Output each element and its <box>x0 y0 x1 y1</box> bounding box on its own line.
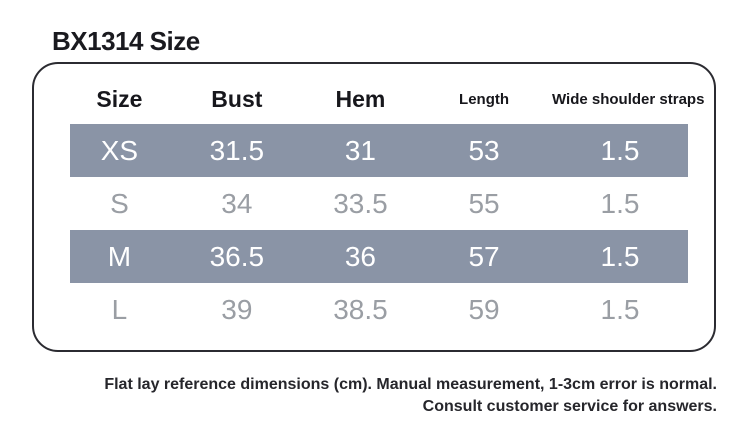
cell-m-strap: 1.5 <box>600 240 640 272</box>
cell-l-strap: 1.5 <box>600 293 640 325</box>
header-cell-hem: Hem <box>335 85 386 112</box>
header-cell-length: Length <box>459 90 510 108</box>
page-title: BX1314 Size <box>52 26 200 56</box>
table-row-xs: XS 31.5 31 53 1.5 <box>70 124 688 177</box>
cell-m-hem: 36 <box>344 240 377 272</box>
cell-xs-bust: 31.5 <box>209 134 265 166</box>
header-cell-size: Size <box>96 85 143 112</box>
cell-m-bust: 36.5 <box>209 240 265 272</box>
cell-l-size: L <box>111 293 128 325</box>
cell-l-bust: 39 <box>221 293 253 325</box>
cell-m-size: M <box>107 240 132 272</box>
cell-s-hem: 33.5 <box>333 187 388 219</box>
cell-xs-size: XS <box>100 134 139 166</box>
cell-s-bust: 34 <box>221 187 253 219</box>
footnote-line-1: Flat lay reference dimensions (cm). Manu… <box>104 376 717 393</box>
cell-s-strap: 1.5 <box>600 187 640 219</box>
cell-s-length: 55 <box>468 187 500 219</box>
table-row-l: L 39 38.5 59 1.5 <box>70 283 688 336</box>
size-chart-card: Size Bust Hem Length Wide shoulder strap… <box>32 62 716 352</box>
cell-xs-hem: 31 <box>344 134 377 166</box>
header-cell-wide-shoulder-straps: Wide shoulder straps <box>552 90 705 108</box>
header-cell-bust: Bust <box>211 85 263 112</box>
table-row-m: M 36.5 36 57 1.5 <box>70 230 688 283</box>
footnote: Flat lay reference dimensions (cm). Manu… <box>104 374 717 418</box>
cell-m-length: 57 <box>468 240 500 272</box>
cell-xs-length: 53 <box>468 134 500 166</box>
cell-l-length: 59 <box>468 293 500 325</box>
cell-xs-strap: 1.5 <box>600 134 640 166</box>
table-row-s: S 34 33.5 55 1.5 <box>70 177 688 230</box>
footnote-line-2: Consult customer service for answers. <box>422 398 717 415</box>
cell-l-hem: 38.5 <box>333 293 388 325</box>
cell-s-size: S <box>110 187 129 219</box>
size-table-header-row: Size Bust Hem Length Wide shoulder strap… <box>70 74 705 124</box>
